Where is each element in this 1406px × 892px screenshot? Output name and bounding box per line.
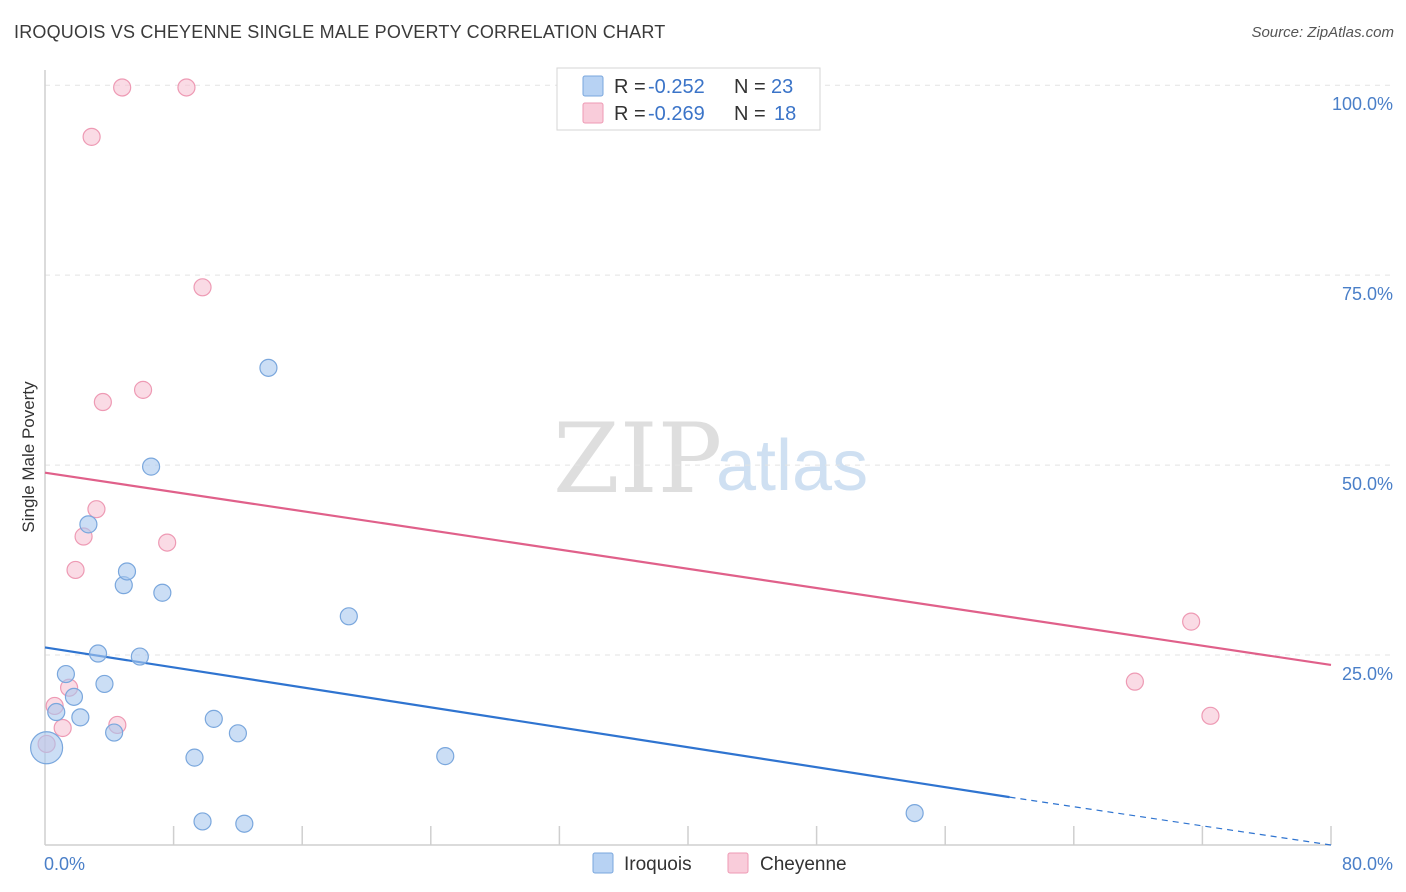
cheyenne-point-4 — [66, 560, 85, 580]
iroquois-point-10 — [117, 562, 137, 581]
x-axis-ticks — [172, 826, 1332, 845]
cheyenne-point-6 — [82, 127, 101, 146]
legend-n-label-1: N = — [734, 76, 766, 98]
legend-r-value-1: -0.252 — [648, 76, 705, 98]
iroquois-point-3 — [64, 687, 84, 706]
iroquois-point-7 — [95, 674, 114, 694]
cheyenne-point-12 — [158, 533, 177, 552]
legend-n-value-1: 23 — [771, 76, 793, 98]
stats-legend: R = -0.252 N = 23 R = -0.269 N = 18 — [556, 67, 821, 131]
gridlines — [45, 84, 1394, 656]
cheyenne-point-14 — [193, 278, 212, 297]
y-tick-label-100: 100.0% — [1332, 94, 1393, 114]
cheyenne-point-10 — [113, 78, 132, 97]
trend-line-extension-iroquois — [1009, 796, 1332, 846]
cheyenne-point-7 — [87, 500, 106, 519]
iroquois-point-22 — [905, 803, 924, 823]
cheyenne-point-13 — [177, 78, 196, 97]
iroquois-point-0 — [30, 731, 64, 765]
legend-r-label-2: R = — [614, 103, 646, 125]
iroquois-point-4 — [71, 708, 90, 727]
iroquois-point-2 — [56, 664, 75, 684]
iroquois-point-18 — [235, 814, 254, 833]
x-tick-label-min: 0.0% — [44, 854, 85, 874]
cheyenne-point-16 — [1182, 612, 1201, 631]
trend-line-iroquois — [44, 646, 1010, 799]
iroquois-point-21 — [436, 747, 455, 766]
y-tick-label-25: 25.0% — [1342, 664, 1393, 684]
cheyenne-point-15 — [1125, 672, 1144, 691]
y-tick-labels: 25.0% 50.0% 75.0% 100.0% — [1332, 94, 1393, 684]
legend-r-value-2: -0.269 — [648, 103, 705, 125]
iroquois-point-6 — [88, 644, 108, 663]
series-legend-swatch-cheyenne — [727, 852, 749, 874]
chart-title: IROQUOIS VS CHEYENNE SINGLE MALE POVERTY… — [14, 22, 666, 42]
legend-swatch-iroquois — [582, 75, 604, 97]
cheyenne-point-17 — [1201, 706, 1220, 725]
iroquois-point-11 — [130, 647, 149, 666]
watermark-zip: ZIP — [553, 403, 722, 515]
iroquois-point-8 — [105, 723, 124, 742]
iroquois-point-5 — [79, 515, 98, 534]
x-tick-label-max: 80.0% — [1342, 854, 1393, 874]
y-axis-label: Single Male Poverty — [19, 381, 38, 533]
legend-n-label-2: N = — [734, 103, 766, 125]
iroquois-point-17 — [228, 724, 247, 743]
series-legend-label-iroquois: Iroquois — [624, 854, 692, 875]
y-tick-label-50: 50.0% — [1342, 474, 1393, 494]
iroquois-point-16 — [204, 709, 223, 728]
iroquois-point-20 — [339, 607, 358, 626]
data-points — [30, 78, 1220, 833]
iroquois-point-19 — [259, 358, 278, 377]
trend-line-cheyenne — [44, 471, 1332, 667]
legend-n-value-2: 18 — [774, 103, 796, 125]
legend-swatch-cheyenne — [582, 102, 604, 124]
iroquois-point-15 — [193, 812, 212, 831]
series-legend-swatch-iroquois — [592, 852, 614, 874]
series-legend: Iroquois Cheyenne — [592, 852, 847, 875]
cheyenne-point-11 — [133, 380, 153, 399]
cheyenne-point-2 — [53, 718, 72, 738]
legend-r-label-1: R = — [614, 76, 646, 98]
iroquois-point-14 — [185, 748, 204, 767]
y-tick-label-75: 75.0% — [1342, 284, 1393, 304]
iroquois-point-12 — [141, 457, 161, 476]
chart-source: Source: ZipAtlas.com — [1251, 24, 1394, 41]
iroquois-point-13 — [153, 583, 172, 602]
iroquois-point-1 — [47, 702, 66, 722]
watermark-atlas: atlas — [716, 426, 868, 506]
trend-lines — [44, 471, 1332, 846]
cheyenne-point-8 — [93, 392, 112, 412]
series-legend-label-cheyenne: Cheyenne — [760, 854, 847, 875]
